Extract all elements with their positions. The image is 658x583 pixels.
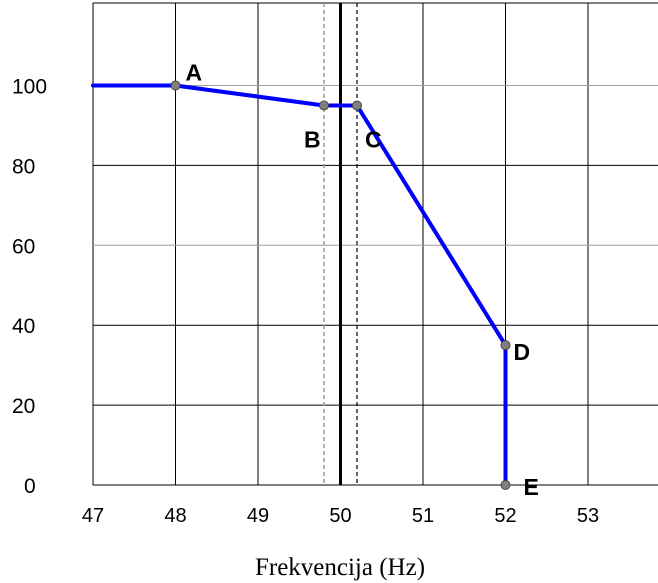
x-tick-label: 53 bbox=[577, 505, 599, 527]
y-tick-label: 0 bbox=[24, 475, 36, 498]
y-tick-label: 20 bbox=[12, 395, 35, 418]
y-tick-label: 80 bbox=[12, 155, 35, 178]
y-tick-label: 100 bbox=[12, 76, 47, 99]
data-point-e bbox=[500, 480, 511, 490]
point-label-e: E bbox=[524, 474, 539, 500]
y-tick-label: 60 bbox=[12, 235, 35, 258]
data-point-c bbox=[352, 100, 362, 111]
x-tick-label: 49 bbox=[247, 505, 269, 527]
x-tick-label: 52 bbox=[494, 505, 516, 527]
grid bbox=[92, 2, 658, 486]
point-label-a: A bbox=[186, 60, 203, 86]
series bbox=[91, 83, 508, 487]
data-points bbox=[170, 80, 511, 490]
x-tick-label: 48 bbox=[164, 505, 186, 527]
y-tick-label: 40 bbox=[12, 315, 35, 338]
data-point-d bbox=[500, 340, 511, 351]
point-label-c: C bbox=[365, 126, 382, 152]
point-label-b: B bbox=[304, 126, 321, 152]
point-label-d: D bbox=[514, 339, 531, 365]
data-point-b bbox=[319, 100, 329, 111]
x-tick-label: 51 bbox=[412, 505, 434, 527]
x-axis-label: Frekvencija (Hz) bbox=[255, 554, 425, 581]
x-tick-label: 50 bbox=[329, 505, 351, 527]
x-tick-label: 47 bbox=[82, 505, 104, 527]
data-point-a bbox=[170, 80, 181, 91]
x-axis-ticks: 47 48 49 50 51 52 53 bbox=[82, 505, 599, 527]
point-labels: A B C D E bbox=[186, 60, 539, 501]
y-axis-ticks: 0 20 40 60 80 100 bbox=[12, 76, 47, 499]
reference-lines bbox=[323, 3, 358, 485]
series-line bbox=[91, 83, 508, 487]
